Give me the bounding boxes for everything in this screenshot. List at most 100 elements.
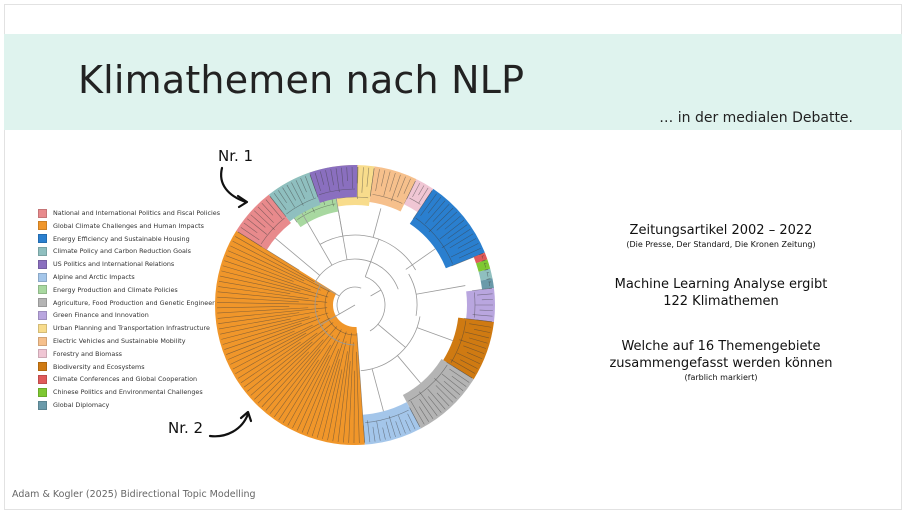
legend-label: Forestry and Biomass <box>53 349 122 358</box>
legend-swatch <box>38 349 47 359</box>
dendrogram-branch <box>444 215 461 230</box>
legend-label: Climate Conferences and Global Cooperati… <box>53 375 198 384</box>
dendrogram-branch <box>407 413 416 430</box>
dendrogram-branch <box>296 338 340 431</box>
dendrogram-branch <box>481 259 486 262</box>
dendrogram-branch <box>217 296 299 303</box>
dendrogram-branch <box>250 341 313 396</box>
dendrogram-branch <box>346 167 348 182</box>
dendrogram-branch <box>301 365 331 433</box>
dendrogram-branch <box>319 188 356 195</box>
dendrogram-branch <box>219 280 291 294</box>
dendrogram-branch <box>390 174 401 202</box>
dendrogram-branch <box>458 248 481 259</box>
dendrogram-branch <box>457 352 481 364</box>
dendrogram-inner-branch <box>371 368 384 412</box>
legend-label: Electric Vehicles and Sustainable Mobili… <box>53 337 186 345</box>
legend-item: Biodiversity and Ecosystems <box>38 362 145 372</box>
dendrogram-branch <box>361 167 364 193</box>
dendrogram-inner-branch <box>397 355 421 384</box>
dendrogram-branch <box>464 331 490 339</box>
dendrogram-branch <box>434 378 457 399</box>
dendrogram-branch <box>420 193 437 216</box>
dendrogram-branch <box>419 391 438 417</box>
dendrogram-branch <box>237 231 262 247</box>
legend-swatch <box>38 234 47 244</box>
dendrogram-branch <box>286 197 317 215</box>
dendrogram-branch <box>365 409 409 423</box>
dendrogram-branch <box>292 355 330 429</box>
dendrogram-branch <box>325 170 331 192</box>
dendrogram-branch <box>335 168 340 193</box>
dendrogram-inner-branch <box>377 323 406 348</box>
legend-label: Climate Policy and Carbon Reduction Goal… <box>53 247 192 256</box>
dendrogram-branch <box>406 180 416 200</box>
legend-swatch <box>38 259 47 269</box>
dendrogram-inner-branch <box>320 304 356 326</box>
legend-swatch <box>38 336 47 346</box>
dendrogram-branch <box>428 207 454 233</box>
dendrogram-branch <box>254 330 328 400</box>
dendrogram-inner-branch <box>364 239 380 277</box>
dendrogram-branch <box>278 359 319 421</box>
dendrogram-branch <box>412 183 421 197</box>
legend-swatch <box>38 323 47 333</box>
legend-item: Energy Production and Climate Policies <box>38 285 178 295</box>
legend-label: Chinese Politics and Environmental Chall… <box>53 388 203 397</box>
dendrogram-branch <box>217 307 309 314</box>
dendrogram-branch <box>436 211 458 231</box>
dendrogram-branch <box>217 307 328 319</box>
legend-label: Energy Production and Climate Policies <box>53 285 178 294</box>
dendrogram-branch <box>295 180 306 199</box>
dendrogram-inner-branch <box>405 248 436 270</box>
dendrogram-branch <box>382 427 386 440</box>
dendrogram-inner-branch <box>365 276 386 332</box>
dendrogram-branch <box>398 415 406 434</box>
dendrogram-branch <box>383 171 391 196</box>
legend-item: Forestry and Biomass <box>38 349 122 359</box>
legend-swatch <box>38 310 47 320</box>
dendrogram-branch <box>218 286 309 300</box>
dendrogram-branch <box>226 255 294 282</box>
dendrogram-inner-branch <box>408 273 418 316</box>
dendrogram-branch <box>324 289 357 336</box>
dendrogram-branch <box>481 255 484 257</box>
dendrogram-branch <box>397 176 406 198</box>
dendrogram-branch <box>449 368 470 383</box>
dendrogram-branch <box>460 359 478 369</box>
dendrogram-branch <box>235 332 307 375</box>
info-line2b: 122 Klimathemen <box>663 294 779 309</box>
dendrogram-branch <box>388 415 396 437</box>
dendrogram-branch <box>343 361 351 443</box>
dendrogram-branch <box>481 256 484 259</box>
dendrogram-branch <box>486 272 489 277</box>
dendrogram-branch <box>439 220 465 240</box>
legend-label: US Politics and International Relations <box>53 260 175 269</box>
dendrogram-branch <box>372 194 403 204</box>
dendrogram-branch <box>218 312 300 325</box>
dendrogram-branch <box>322 341 347 440</box>
circular-dendrogram <box>214 165 495 445</box>
annotation-nr2: Nr. 2 <box>168 419 204 437</box>
dendrogram-branch <box>451 375 467 387</box>
dendrogram-sector <box>236 194 291 250</box>
dendrogram-branch <box>224 322 302 350</box>
dendrogram-branch <box>484 268 489 271</box>
dendrogram-branch <box>243 222 258 234</box>
dendrogram-sector <box>404 179 434 213</box>
dendrogram-branch <box>376 421 381 441</box>
dendrogram-branch <box>443 380 461 395</box>
legend-swatch <box>38 208 47 218</box>
dendrogram-branch <box>224 260 311 291</box>
legend-item: Alpine and Arctic Impacts <box>38 272 135 282</box>
dendrogram-branch <box>341 167 344 187</box>
dendrogram-branch <box>375 169 380 192</box>
legend-label: Urban Planning and Transportation Infras… <box>53 324 210 333</box>
dendrogram-branch <box>230 245 305 282</box>
dendrogram-branch <box>381 170 386 187</box>
dendrogram-inner-branch <box>319 234 416 271</box>
legend-label: National and International Politics and … <box>53 209 221 217</box>
dendrogram-branch <box>247 218 268 235</box>
dendrogram-sector <box>409 188 485 269</box>
dendrogram-branch <box>309 174 319 198</box>
